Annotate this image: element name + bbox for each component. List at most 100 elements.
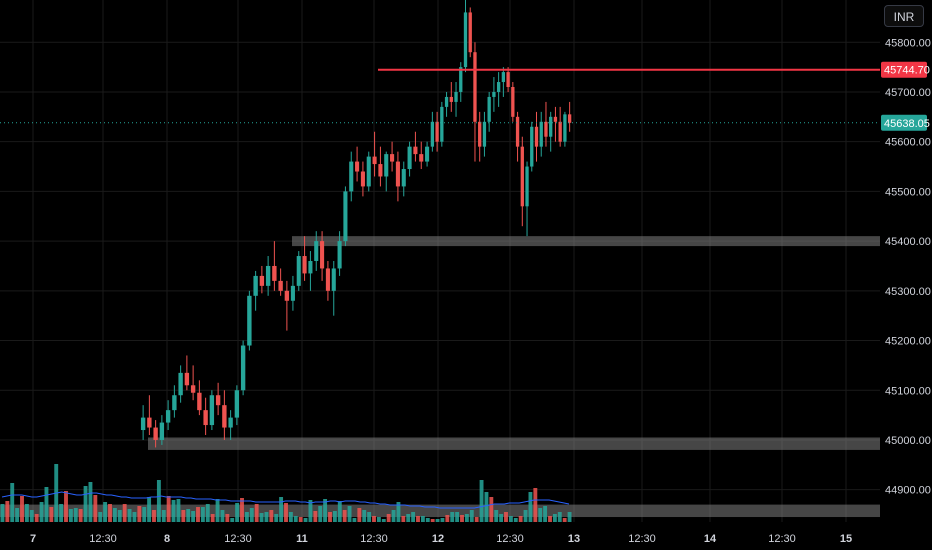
volume-bar bbox=[298, 517, 303, 522]
volume-bar bbox=[293, 516, 298, 522]
candle-body bbox=[209, 395, 215, 426]
y-tick-label: 45200.00 bbox=[885, 336, 931, 348]
x-tick-label: 8 bbox=[164, 533, 170, 545]
candle-body bbox=[331, 268, 336, 291]
candle-body bbox=[228, 417, 233, 428]
candle-body bbox=[366, 156, 371, 187]
volume-bar bbox=[396, 502, 401, 522]
y-tick-label: 45700.00 bbox=[885, 87, 931, 99]
candle-body bbox=[459, 67, 463, 92]
candle-body bbox=[184, 372, 190, 386]
price-badge-resistance bbox=[881, 61, 927, 78]
x-tick-label: 11 bbox=[296, 533, 308, 545]
candle-body bbox=[506, 72, 510, 87]
volume-bar bbox=[548, 516, 552, 522]
volume-bar bbox=[210, 514, 215, 522]
volume-bar bbox=[318, 506, 323, 522]
volume-bar bbox=[264, 512, 269, 522]
candle-body bbox=[525, 166, 529, 207]
candle-body bbox=[544, 121, 548, 137]
x-tick-label: 12 bbox=[432, 533, 444, 545]
volume-bar bbox=[49, 507, 54, 522]
y-tick-label: 45100.00 bbox=[885, 385, 931, 397]
volume-bar bbox=[445, 515, 450, 522]
volume-bar bbox=[391, 510, 396, 522]
candle-body bbox=[511, 87, 515, 117]
candle-body bbox=[259, 275, 265, 286]
candle-body bbox=[265, 265, 271, 286]
volume-bar bbox=[450, 512, 455, 522]
volume-bar bbox=[499, 514, 504, 522]
volume-bar bbox=[5, 501, 10, 522]
volume-bar bbox=[137, 506, 142, 522]
volume-bar bbox=[78, 509, 83, 522]
x-tick-label: 12:30 bbox=[496, 533, 524, 545]
candle-body bbox=[390, 154, 395, 162]
y-tick-label: 45600.00 bbox=[885, 137, 931, 149]
volume-bar bbox=[171, 500, 176, 522]
volume-bar bbox=[220, 510, 225, 522]
volume-bar bbox=[186, 509, 191, 522]
candle-body bbox=[449, 96, 453, 102]
candle-body bbox=[203, 410, 208, 426]
volume-bar bbox=[112, 508, 117, 522]
volume-bar bbox=[557, 512, 562, 522]
candle-body bbox=[153, 427, 158, 440]
volume-bar bbox=[244, 512, 249, 522]
price-label-resistance: 45744.70 bbox=[884, 65, 930, 77]
x-tick-label: 12:30 bbox=[224, 533, 252, 545]
volume-bar bbox=[93, 495, 98, 522]
volume-bar bbox=[259, 513, 264, 522]
volume-bar bbox=[411, 512, 416, 522]
volume-bar bbox=[147, 497, 152, 522]
volume-bar bbox=[552, 514, 557, 522]
volume-bar bbox=[64, 491, 68, 522]
volume-bar bbox=[479, 480, 484, 522]
volume-bar bbox=[508, 516, 513, 522]
volume-bar bbox=[337, 501, 342, 522]
candle-body bbox=[253, 275, 258, 296]
x-tick-label: 12:30 bbox=[768, 533, 796, 545]
volume-bar bbox=[24, 504, 29, 522]
volume-bar bbox=[362, 510, 367, 522]
volume-bar bbox=[401, 516, 406, 522]
candle-body bbox=[290, 285, 295, 301]
candle-body bbox=[549, 116, 553, 137]
volume-bar bbox=[68, 509, 73, 522]
volume-bar bbox=[249, 508, 254, 522]
volume-bar bbox=[10, 483, 15, 522]
volume-bar bbox=[181, 510, 186, 522]
candle-body bbox=[520, 146, 524, 207]
volume-bar bbox=[376, 517, 381, 522]
currency-selector[interactable]: INR bbox=[884, 5, 924, 27]
volume-bar bbox=[161, 510, 166, 522]
volume-bar bbox=[435, 519, 440, 522]
x-tick-label: 12:30 bbox=[89, 533, 117, 545]
zone-45400 bbox=[292, 236, 880, 247]
candle-body bbox=[284, 290, 290, 301]
candle-body bbox=[314, 241, 319, 261]
volume-bar bbox=[406, 514, 411, 522]
volume-bar bbox=[127, 509, 132, 522]
candle-body bbox=[553, 116, 558, 122]
candle-body bbox=[172, 395, 177, 411]
price-label-last: 45638.05 bbox=[884, 118, 930, 130]
x-tick-label: 14 bbox=[704, 533, 717, 545]
candle-body bbox=[378, 164, 383, 177]
volume-bar bbox=[288, 512, 293, 522]
volume-bar bbox=[420, 516, 425, 522]
candle-body bbox=[567, 114, 572, 123]
candle-body bbox=[487, 96, 491, 122]
volume-bar bbox=[59, 504, 64, 522]
candle-body bbox=[140, 417, 146, 431]
volume-bar bbox=[122, 504, 127, 522]
y-tick-label: 45400.00 bbox=[885, 236, 931, 248]
volume-bar bbox=[474, 517, 479, 522]
candle-body bbox=[349, 161, 354, 192]
volume-bar bbox=[98, 512, 103, 522]
volume-bar bbox=[205, 504, 210, 522]
volume-bar bbox=[562, 518, 567, 522]
volume-bar bbox=[156, 480, 161, 522]
